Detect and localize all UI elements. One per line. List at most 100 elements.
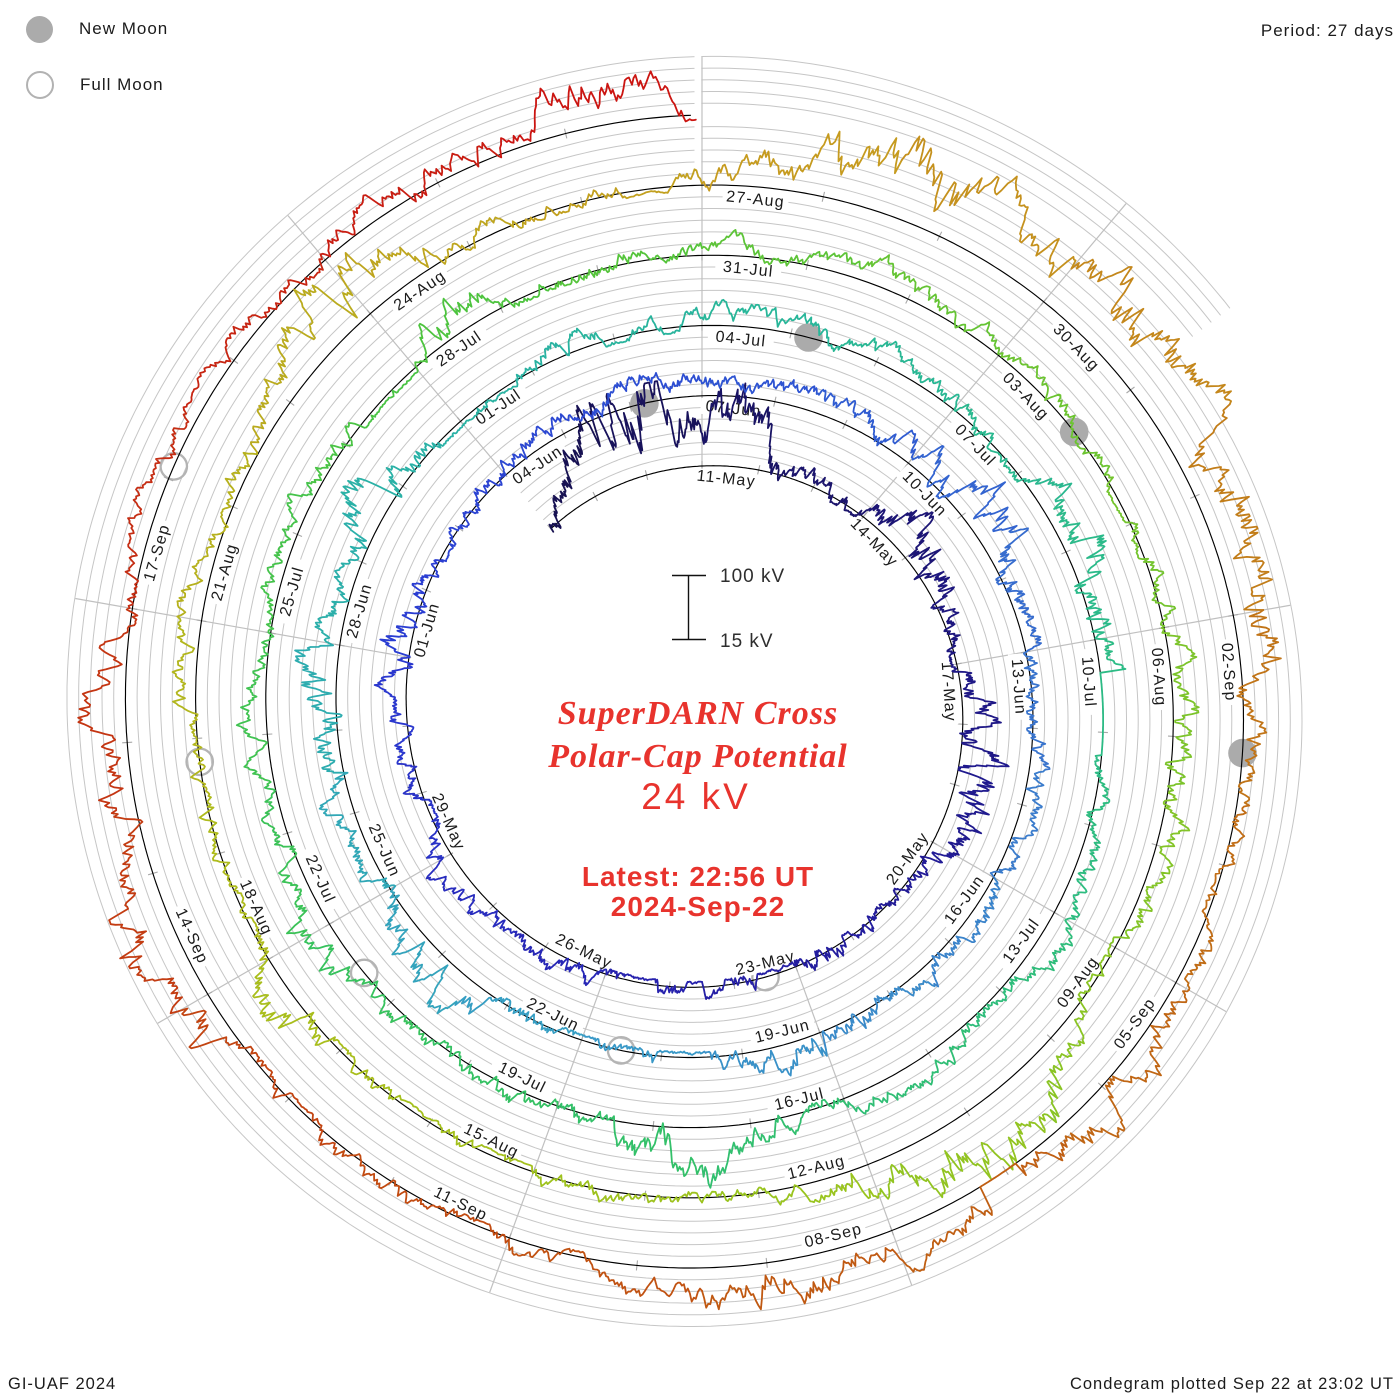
spiral-date-label: 25-Jul: [275, 557, 310, 626]
potential-trace-segment: [868, 503, 942, 581]
date-label-halo: [519, 993, 586, 1037]
date-label-halo: [550, 930, 617, 974]
potential-trace-segment: [382, 1086, 534, 1175]
date-label-text: 04-Jul: [715, 328, 767, 350]
date-label-halo: [427, 1182, 494, 1226]
date-label-text: 01-Jun: [411, 601, 443, 660]
potential-trace-segment: [445, 472, 507, 563]
date-label-text: 09-Aug: [1054, 954, 1102, 1012]
potential-trace-segment: [701, 1172, 880, 1206]
new-moon-label: New Moon: [79, 19, 169, 38]
potential-trace-segment: [593, 372, 703, 418]
potential-trace-segment: [1160, 627, 1200, 793]
date-label-halo: [938, 868, 991, 932]
chart-title-line1: SuperDARN Cross: [557, 695, 839, 732]
latest-time: Latest: 22:56 UT: [581, 861, 815, 892]
potential-trace-segment: [548, 402, 601, 533]
potential-trace-segment: [1184, 804, 1251, 991]
new-moon-icon: [26, 15, 53, 43]
potential-trace-segment: [423, 1037, 559, 1109]
potential-trace-segment: [701, 1247, 904, 1311]
date-label-halo: [1052, 951, 1105, 1014]
potential-trace-segment: [556, 1102, 703, 1177]
date-label-halo: [895, 464, 954, 524]
date-label-halo: [1109, 992, 1161, 1056]
potential-trace-segment: [177, 1007, 336, 1149]
grid-spiral: [66, 55, 1303, 1327]
potential-trace-segment: [524, 168, 703, 225]
potential-trace-segment: [832, 337, 960, 407]
date-label-text: 25-Jun: [365, 822, 403, 880]
potential-trace-segment: [198, 795, 270, 961]
potential-trace-segment: [701, 961, 797, 1000]
date-label-text: 23-May: [734, 948, 797, 979]
date-label-text: 22-Jul: [302, 853, 338, 906]
date-label-halo: [299, 845, 341, 913]
spiral-baseline: [124, 114, 1245, 1269]
potential-trace-segment: [176, 451, 258, 618]
potential-trace-segment: [1106, 473, 1177, 629]
spiral-date-label: 04-Jun: [505, 440, 570, 491]
moon-legend: New Moon Full Moon: [26, 12, 168, 124]
date-label-halo: [458, 1119, 525, 1163]
potential-trace-segment: [950, 663, 1002, 762]
potential-trace-segment: [901, 1139, 1068, 1273]
potential-trace-segment: [1053, 499, 1112, 640]
date-label-halo: [845, 513, 903, 573]
potential-trace-segment: [900, 135, 1077, 278]
date-label-text: 11-May: [696, 468, 757, 491]
date-label-text: 02-Sep: [1218, 642, 1239, 702]
date-label-halo: [427, 324, 492, 375]
potential-trace-segment: [877, 1114, 1046, 1200]
date-label-halo: [466, 382, 531, 433]
potential-trace-segment: [462, 341, 570, 426]
potential-trace-segment: [513, 930, 608, 987]
date-label-halo: [410, 596, 445, 665]
credit-label: GI-UAF 2024: [8, 1375, 117, 1393]
latest-value: 24 kV: [641, 776, 751, 817]
date-label-text: 21-Aug: [209, 542, 242, 603]
date-label-halo: [488, 1056, 556, 1100]
date-label-halo: [882, 827, 934, 890]
potential-trace-segment: [454, 995, 584, 1037]
date-label-halo: [140, 518, 175, 587]
potential-trace-segment: [340, 424, 465, 507]
potential-trace-segment: [815, 388, 919, 459]
spiral-date-label: 11-Sep: [427, 1182, 494, 1226]
date-label-halo: [721, 188, 790, 212]
date-label-text: 07-Jun: [705, 398, 763, 421]
potential-trace-segment: [1063, 989, 1190, 1144]
chart-title-line2: Polar-Cap Potential: [548, 738, 848, 775]
legend-new-moon: New Moon: [26, 12, 168, 46]
potential-trace-segment: [1094, 638, 1127, 781]
full-moon-marker: [349, 958, 379, 988]
date-label-text: 17-Sep: [141, 522, 174, 583]
full-moon-marker: [606, 1036, 636, 1065]
potential-trace-segment: [995, 527, 1042, 653]
potential-trace-segment: [414, 284, 551, 371]
spiral-date-label: 13-Jun: [1007, 653, 1029, 721]
date-label-text: 27-Aug: [725, 188, 785, 211]
potential-trace-segment: [999, 352, 1111, 476]
potential-trace-segment: [590, 380, 703, 455]
potential-trace-segment: [332, 1147, 510, 1244]
spiral-date-label: 06-Aug: [1148, 643, 1169, 711]
spiral-date-label: 02-Sep: [1218, 638, 1239, 706]
potential-trace-segment: [1236, 609, 1282, 807]
potential-trace-segment: [989, 768, 1047, 879]
potential-trace-segment: [182, 253, 324, 411]
potential-trace-segment: [929, 570, 961, 666]
potential-trace-segment: [499, 409, 596, 476]
date-label-halo: [782, 1152, 851, 1184]
potential-trace-segment: [861, 254, 1001, 355]
spiral-date-label: 17-Sep: [140, 518, 175, 587]
potential-trace-segment: [605, 968, 703, 995]
date-label-halo: [1007, 653, 1029, 721]
potential-trace-segment: [373, 656, 415, 764]
scale-bar: [672, 574, 706, 641]
potential-trace-segment: [1109, 790, 1191, 946]
potential-trace-segment: [701, 382, 790, 482]
date-label-text: 17-May: [938, 661, 959, 723]
potential-trace-segment: [793, 913, 877, 971]
potential-trace-segment: [701, 229, 864, 270]
